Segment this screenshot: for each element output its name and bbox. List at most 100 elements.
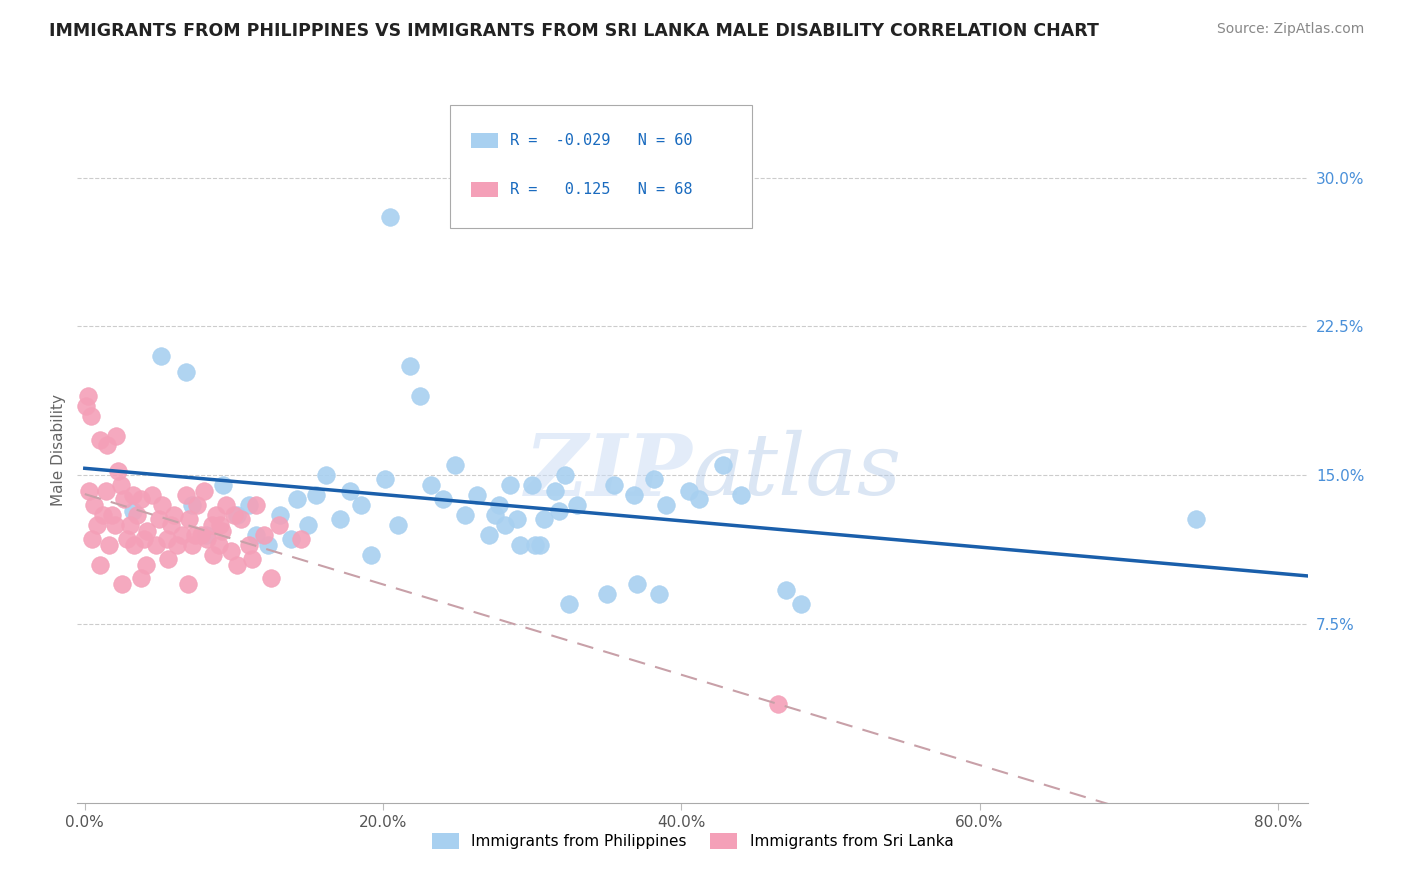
Point bbox=[121, 504, 143, 518]
Point bbox=[329, 512, 352, 526]
Point bbox=[315, 468, 337, 483]
Point bbox=[145, 538, 167, 552]
Point bbox=[136, 524, 159, 538]
Point bbox=[148, 512, 170, 526]
Point bbox=[104, 517, 127, 532]
Point bbox=[245, 528, 267, 542]
Point bbox=[290, 532, 312, 546]
Point bbox=[225, 558, 247, 572]
Point bbox=[211, 524, 233, 538]
Point bbox=[350, 498, 373, 512]
Point bbox=[157, 551, 180, 566]
Point bbox=[655, 498, 678, 512]
Point bbox=[626, 577, 648, 591]
Point bbox=[711, 458, 734, 473]
Point bbox=[267, 517, 290, 532]
Text: atlas: atlas bbox=[693, 430, 901, 513]
Point bbox=[554, 468, 576, 483]
Point bbox=[231, 512, 253, 526]
Point bbox=[131, 572, 153, 586]
Point bbox=[443, 458, 465, 473]
Bar bbox=[471, 133, 498, 148]
Point bbox=[488, 498, 510, 512]
Point bbox=[202, 548, 225, 562]
Point bbox=[432, 492, 454, 507]
Point bbox=[86, 517, 108, 532]
Point bbox=[176, 577, 198, 591]
Point bbox=[360, 548, 382, 562]
Text: R =  -0.029   N = 60: R = -0.029 N = 60 bbox=[510, 133, 693, 148]
Point bbox=[789, 597, 811, 611]
Point bbox=[285, 492, 308, 507]
Point bbox=[548, 504, 571, 518]
Point bbox=[107, 464, 129, 478]
Point bbox=[238, 498, 260, 512]
Point bbox=[565, 498, 588, 512]
Point bbox=[596, 587, 619, 601]
Point bbox=[121, 488, 143, 502]
Point bbox=[688, 492, 710, 507]
Point bbox=[163, 508, 186, 522]
Point bbox=[179, 512, 201, 526]
Point bbox=[150, 498, 173, 512]
Point bbox=[170, 528, 193, 542]
Point bbox=[75, 399, 97, 413]
Point bbox=[212, 478, 235, 492]
Point bbox=[245, 498, 267, 512]
Point bbox=[174, 365, 197, 379]
Point bbox=[766, 697, 789, 711]
Legend: Immigrants from Philippines, Immigrants from Sri Lanka: Immigrants from Philippines, Immigrants … bbox=[426, 827, 959, 855]
Point bbox=[253, 528, 276, 542]
Point bbox=[257, 538, 280, 552]
Point bbox=[100, 508, 122, 522]
Point bbox=[775, 583, 797, 598]
Point bbox=[125, 508, 148, 522]
Point bbox=[484, 508, 506, 522]
Point bbox=[678, 484, 700, 499]
Point bbox=[643, 472, 665, 486]
Point bbox=[97, 538, 120, 552]
Point bbox=[219, 543, 242, 558]
Point bbox=[134, 532, 156, 546]
Point bbox=[112, 492, 135, 507]
Point bbox=[89, 558, 111, 572]
Point bbox=[269, 508, 291, 522]
Point bbox=[280, 532, 302, 546]
Point bbox=[454, 508, 477, 522]
Point bbox=[156, 532, 179, 546]
Point bbox=[305, 488, 328, 502]
Point bbox=[478, 528, 501, 542]
Point bbox=[506, 512, 529, 526]
Text: IMMIGRANTS FROM PHILIPPINES VS IMMIGRANTS FROM SRI LANKA MALE DISABILITY CORRELA: IMMIGRANTS FROM PHILIPPINES VS IMMIGRANT… bbox=[49, 22, 1099, 40]
Point bbox=[215, 498, 238, 512]
Text: Source: ZipAtlas.com: Source: ZipAtlas.com bbox=[1216, 22, 1364, 37]
Point bbox=[603, 478, 626, 492]
Point bbox=[205, 508, 228, 522]
Point bbox=[623, 488, 645, 502]
Point bbox=[82, 532, 104, 546]
Point bbox=[96, 438, 118, 452]
FancyBboxPatch shape bbox=[450, 105, 752, 228]
Point bbox=[135, 558, 157, 572]
Point bbox=[77, 484, 100, 499]
Point bbox=[91, 508, 114, 522]
Point bbox=[520, 478, 543, 492]
Point bbox=[339, 484, 361, 499]
Point bbox=[105, 428, 128, 442]
Point bbox=[499, 478, 522, 492]
Point bbox=[115, 532, 138, 546]
Point bbox=[193, 484, 215, 499]
Point bbox=[387, 517, 409, 532]
Point bbox=[174, 488, 197, 502]
Point bbox=[195, 532, 218, 546]
Point bbox=[465, 488, 488, 502]
Point bbox=[141, 488, 163, 502]
Point bbox=[149, 349, 172, 363]
Y-axis label: Male Disability: Male Disability bbox=[51, 394, 66, 507]
Point bbox=[94, 484, 117, 499]
Point bbox=[533, 512, 555, 526]
Point bbox=[240, 551, 263, 566]
Point bbox=[209, 517, 232, 532]
Point bbox=[110, 478, 132, 492]
Point bbox=[83, 498, 105, 512]
